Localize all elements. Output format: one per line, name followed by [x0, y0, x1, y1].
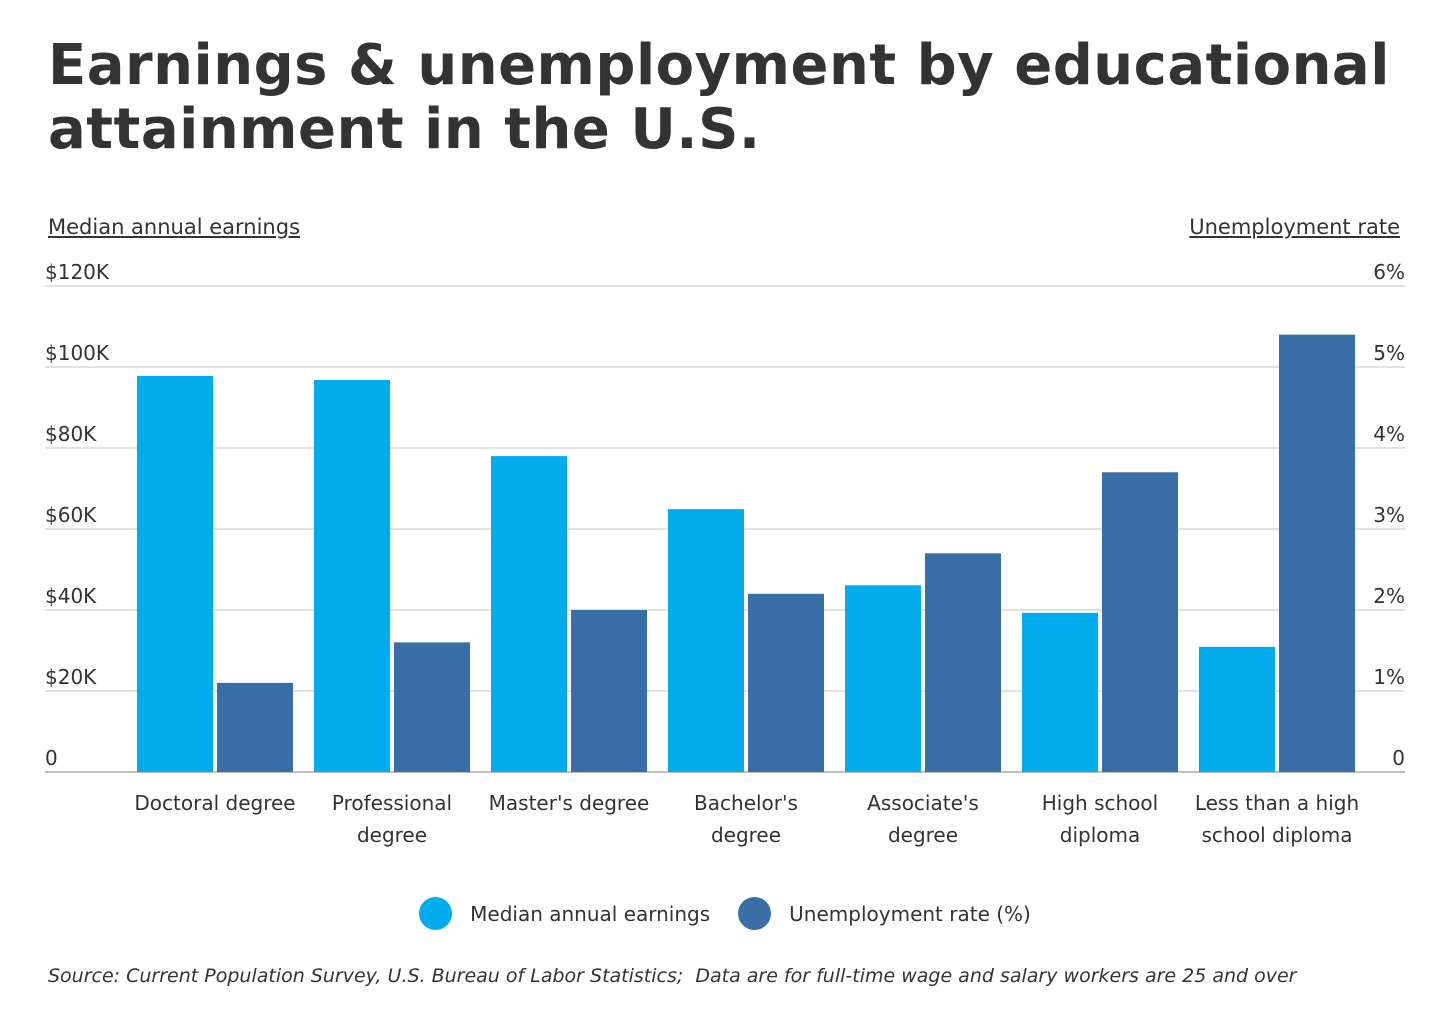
left-tick-label: $20K [45, 665, 97, 689]
right-tick-label: 4% [1373, 422, 1405, 446]
bar-earnings [1199, 646, 1275, 772]
left-tick-label: $120K [45, 260, 110, 284]
category-label: High school diploma [1042, 791, 1158, 847]
left-tick-label: $60K [45, 503, 97, 527]
category-label: Less than a high school diploma [1195, 791, 1359, 847]
bar-unemployment [394, 642, 470, 772]
bar-earnings [137, 375, 213, 772]
category-label: Doctoral degree [134, 791, 295, 815]
bar-unemployment [571, 610, 647, 772]
left-tick-label: 0 [45, 746, 58, 770]
legend-item-earnings: Median annual earnings [419, 897, 710, 930]
right-tick-label: 2% [1373, 584, 1405, 608]
bar-earnings [845, 585, 921, 772]
left-tick-label: $80K [45, 422, 97, 446]
legend-swatch-earnings [419, 897, 453, 930]
bar-unemployment [748, 593, 824, 772]
bar-earnings [491, 456, 567, 772]
right-tick-label: 0 [1392, 746, 1405, 770]
source-note: Source: Current Population Survey, U.S. … [48, 965, 1297, 987]
bar-earnings [314, 379, 390, 772]
bar-unemployment [1279, 334, 1355, 772]
left-tick-label: $100K [45, 341, 110, 365]
legend-label-unemployment: Unemployment rate (%) [789, 901, 1031, 926]
bar-unemployment [1102, 472, 1178, 772]
right-tick-label: 6% [1373, 260, 1405, 284]
legend-item-unemployment: Unemployment rate (%) [738, 897, 1031, 930]
bar-unemployment [217, 682, 293, 772]
chart-title: Earnings & unemployment by educational a… [48, 33, 1390, 162]
left-axis-title: Median annual earnings [48, 215, 301, 239]
legend-swatch-unemployment [738, 897, 772, 930]
legend-label-earnings: Median annual earnings [470, 901, 711, 926]
right-tick-label: 1% [1373, 665, 1405, 689]
right-axis-title: Unemployment rate [1189, 215, 1400, 239]
bar-unemployment [925, 553, 1001, 772]
left-tick-label: $40K [45, 584, 97, 608]
right-tick-label: 3% [1373, 503, 1405, 527]
legend: Median annual earnings Unemployment rate… [0, 897, 1450, 930]
category-label: Associate's degree [867, 791, 979, 847]
category-label: Professional degree [332, 791, 452, 847]
category-label: Bachelor's degree [694, 791, 798, 847]
bar-earnings [668, 509, 744, 772]
category-label: Master's degree [489, 791, 650, 815]
right-tick-label: 5% [1373, 341, 1405, 365]
bar-chart: 0 $20K $40K $60K $80K $100K $120K 0 1% 2% 3% 4% 5% 6%… [45, 260, 1405, 847]
bar-earnings [1022, 612, 1098, 772]
